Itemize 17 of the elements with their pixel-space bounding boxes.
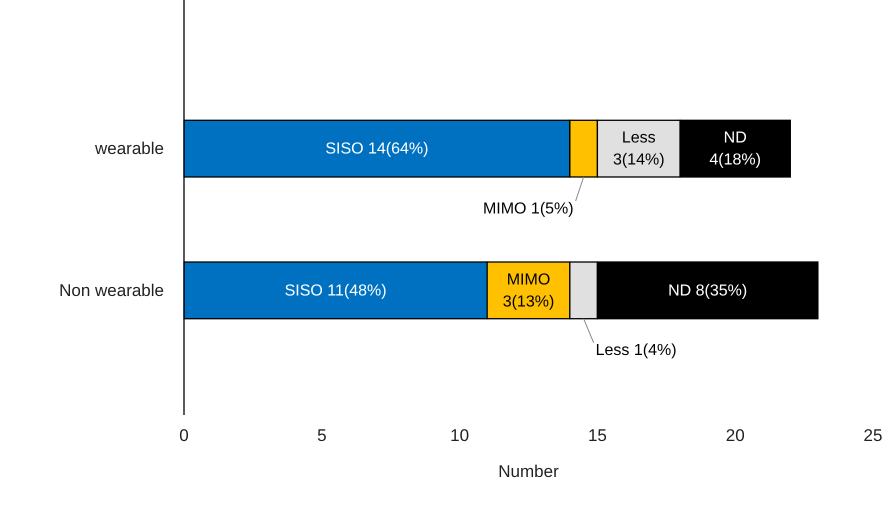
data-label: SISO 14(64%) — [325, 140, 428, 158]
data-label: MIMO 3(13%) — [502, 270, 554, 310]
x-tick-label: 0 — [179, 426, 189, 445]
data-label: ND 4(18%) — [709, 129, 761, 168]
y-tick-label: wearable — [94, 139, 164, 158]
x-tick-label: 5 — [317, 426, 327, 445]
x-tick-label: 15 — [588, 426, 607, 445]
x-tick-label: 10 — [450, 426, 470, 445]
data-label: SISO 11(48%) — [284, 282, 387, 299]
data-label: Less 3(14%) — [612, 129, 665, 168]
data-label: Less 1(4%) — [596, 342, 677, 360]
y-tick-label: Non wearable — [59, 280, 164, 300]
data-label: MIMO 1(5%) — [482, 200, 574, 218]
x-tick-label: 20 — [726, 426, 745, 445]
data-label: ND 8(35%) — [668, 282, 748, 299]
x-tick-label: 25 — [864, 426, 882, 445]
x-axis-title: Number — [498, 462, 560, 481]
